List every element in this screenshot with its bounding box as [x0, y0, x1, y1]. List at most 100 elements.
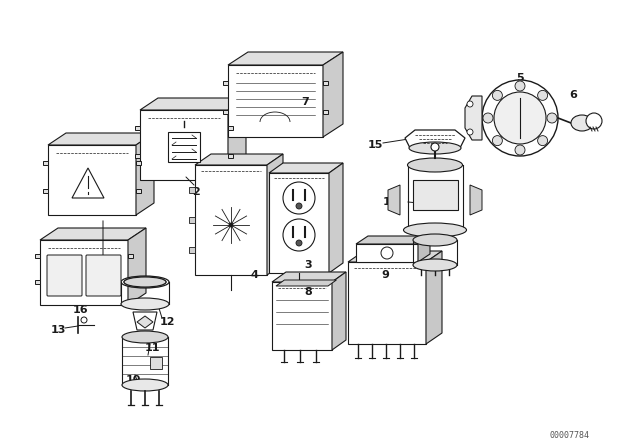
Polygon shape: [276, 280, 337, 286]
Bar: [136, 189, 141, 193]
Text: 3: 3: [304, 260, 312, 270]
Bar: [189, 217, 195, 223]
Ellipse shape: [408, 158, 463, 172]
FancyBboxPatch shape: [47, 255, 82, 296]
Ellipse shape: [571, 115, 593, 131]
Circle shape: [467, 129, 473, 135]
Bar: [35, 280, 40, 284]
Text: 8: 8: [304, 287, 312, 297]
Bar: [323, 110, 328, 114]
Circle shape: [296, 203, 302, 209]
Circle shape: [492, 136, 502, 146]
Polygon shape: [465, 96, 482, 140]
Polygon shape: [348, 262, 426, 344]
Polygon shape: [140, 110, 228, 180]
Bar: [43, 160, 48, 164]
Bar: [228, 154, 233, 158]
Text: 5: 5: [516, 73, 524, 83]
Polygon shape: [332, 272, 346, 350]
Circle shape: [538, 90, 548, 100]
Circle shape: [586, 113, 602, 129]
Polygon shape: [48, 133, 154, 145]
Text: 2: 2: [192, 187, 200, 197]
Polygon shape: [228, 65, 323, 137]
Polygon shape: [269, 173, 329, 273]
Bar: [128, 280, 133, 284]
Polygon shape: [72, 168, 104, 198]
Polygon shape: [405, 130, 465, 148]
Ellipse shape: [403, 223, 467, 237]
Circle shape: [547, 113, 557, 123]
Ellipse shape: [413, 234, 457, 246]
Circle shape: [483, 113, 493, 123]
Bar: [223, 110, 228, 114]
Polygon shape: [228, 98, 246, 180]
Polygon shape: [348, 251, 442, 262]
Bar: [323, 81, 328, 85]
Circle shape: [283, 219, 315, 251]
Bar: [228, 125, 233, 129]
Bar: [413, 180, 458, 210]
Ellipse shape: [413, 259, 457, 271]
Bar: [35, 254, 40, 258]
Polygon shape: [356, 244, 418, 262]
Polygon shape: [272, 282, 332, 350]
Bar: [189, 187, 195, 193]
Polygon shape: [48, 145, 136, 215]
Polygon shape: [272, 272, 346, 282]
Text: 14: 14: [382, 197, 398, 207]
Ellipse shape: [124, 277, 166, 287]
Polygon shape: [195, 165, 267, 275]
Polygon shape: [40, 240, 128, 305]
Circle shape: [482, 80, 558, 156]
Polygon shape: [40, 228, 146, 240]
Text: 15: 15: [367, 140, 383, 150]
Polygon shape: [140, 98, 246, 110]
Text: 6: 6: [569, 90, 577, 100]
Text: 10: 10: [125, 375, 141, 385]
Text: 13: 13: [51, 325, 66, 335]
Circle shape: [296, 240, 302, 246]
Polygon shape: [128, 228, 146, 305]
Polygon shape: [228, 52, 343, 65]
Text: 9: 9: [381, 270, 389, 280]
Text: 16: 16: [72, 305, 88, 315]
Text: 11: 11: [144, 343, 160, 353]
Circle shape: [81, 317, 87, 323]
Circle shape: [538, 136, 548, 146]
Circle shape: [515, 81, 525, 91]
Polygon shape: [269, 163, 343, 173]
Polygon shape: [136, 133, 154, 215]
Ellipse shape: [121, 276, 169, 288]
Text: 00007784: 00007784: [550, 431, 590, 439]
Polygon shape: [323, 52, 343, 137]
Text: 7: 7: [301, 97, 309, 107]
Bar: [150, 357, 162, 369]
Polygon shape: [133, 312, 157, 330]
Text: 12: 12: [159, 317, 175, 327]
Circle shape: [229, 223, 233, 227]
Polygon shape: [388, 185, 400, 215]
Bar: [168, 132, 200, 162]
Polygon shape: [356, 236, 430, 244]
FancyBboxPatch shape: [86, 255, 121, 296]
Bar: [136, 160, 141, 164]
Bar: [128, 254, 133, 258]
Bar: [135, 125, 140, 129]
Polygon shape: [470, 185, 482, 215]
Circle shape: [283, 182, 315, 214]
Circle shape: [492, 90, 502, 100]
Circle shape: [515, 145, 525, 155]
Text: 4: 4: [250, 270, 258, 280]
Polygon shape: [195, 154, 283, 165]
Polygon shape: [329, 163, 343, 273]
Polygon shape: [418, 236, 430, 262]
Polygon shape: [137, 316, 153, 328]
Bar: [135, 154, 140, 158]
Circle shape: [381, 247, 393, 259]
Circle shape: [494, 92, 546, 144]
Ellipse shape: [124, 277, 166, 287]
Circle shape: [431, 143, 439, 151]
Ellipse shape: [409, 142, 461, 154]
Circle shape: [467, 101, 473, 107]
